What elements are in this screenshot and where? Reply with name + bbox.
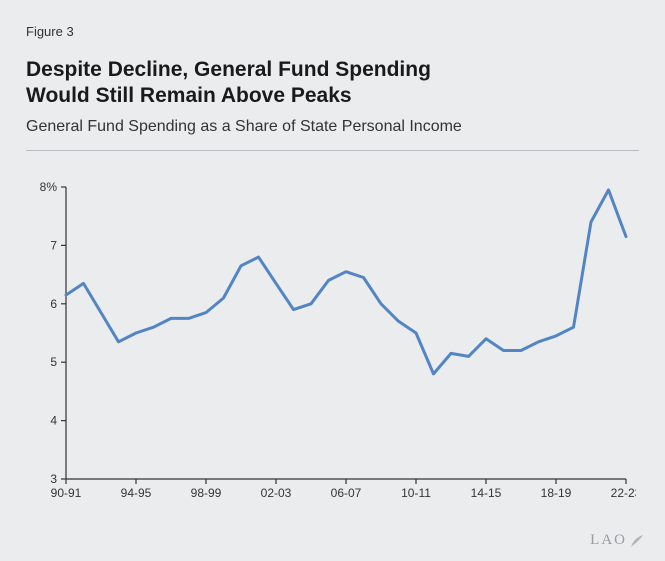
svg-text:5: 5 <box>50 355 57 369</box>
svg-text:6: 6 <box>50 296 57 310</box>
svg-text:90-91: 90-91 <box>51 486 82 500</box>
svg-text:10-11: 10-11 <box>401 486 431 500</box>
svg-text:94-95: 94-95 <box>121 486 152 500</box>
svg-text:3: 3 <box>50 472 57 486</box>
chart-title: Despite Decline, General Fund Spending W… <box>26 57 639 110</box>
title-line-1: Despite Decline, General Fund Spending <box>26 58 431 81</box>
svg-text:14-15: 14-15 <box>471 486 502 500</box>
svg-text:22-23: 22-23 <box>611 486 636 500</box>
divider <box>26 150 639 151</box>
logo-text: LAO <box>590 532 627 549</box>
svg-text:7: 7 <box>50 238 57 252</box>
figure-label: Figure 3 <box>26 24 639 39</box>
chart-svg: 3 4 5 6 7 8% 90-91 94-95 98-99 02-03 06-07 10-11 14-… <box>26 177 636 507</box>
line-chart: 3 4 5 6 7 8% 90-91 94-95 98-99 02-03 06-07 10-11 14-… <box>26 177 636 507</box>
svg-text:98-99: 98-99 <box>191 486 222 500</box>
chart-subtitle: General Fund Spending as a Share of Stat… <box>26 118 639 136</box>
svg-text:06-07: 06-07 <box>331 486 362 500</box>
svg-text:18-19: 18-19 <box>541 486 572 500</box>
svg-text:8%: 8% <box>40 180 58 194</box>
svg-text:4: 4 <box>50 413 57 427</box>
svg-text:02-03: 02-03 <box>261 486 292 500</box>
lao-logo: LAO <box>590 532 645 549</box>
title-line-2: Would Still Remain Above Peaks <box>26 84 352 107</box>
quill-icon <box>629 533 645 549</box>
